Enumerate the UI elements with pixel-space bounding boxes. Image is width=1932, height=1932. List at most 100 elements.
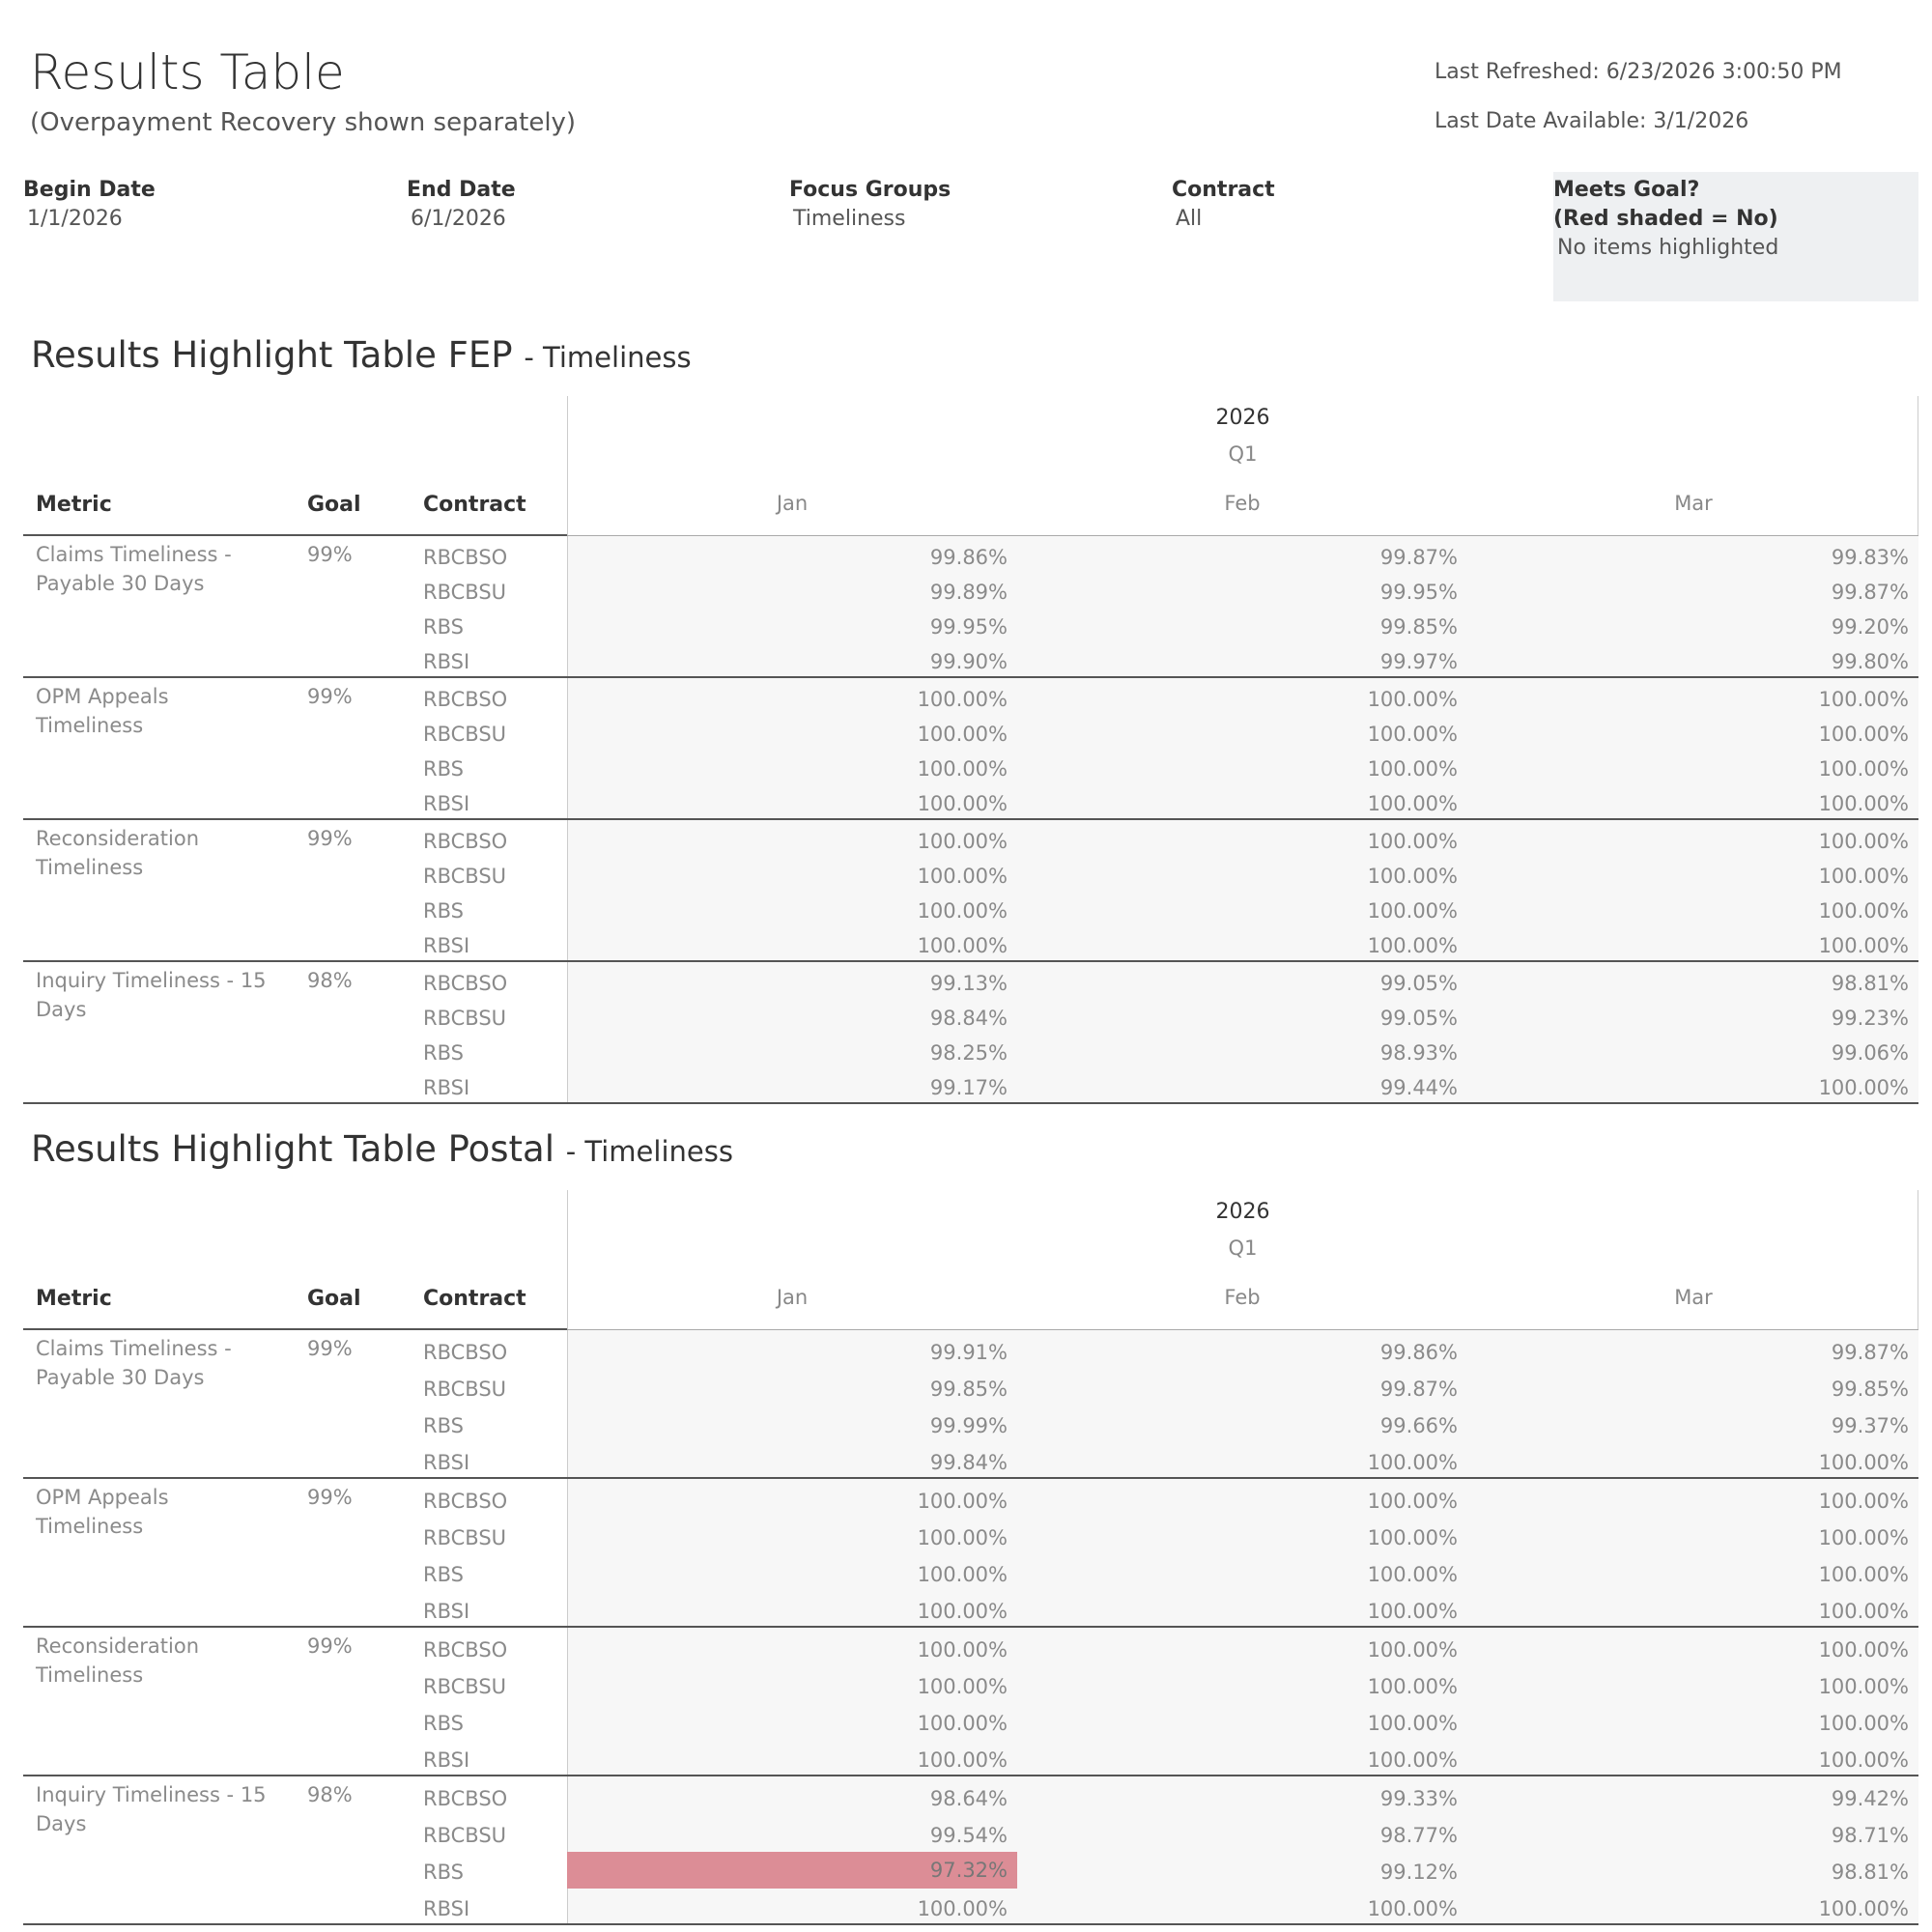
begin-date-filter[interactable]: Begin Date 1/1/2026 [23,176,156,234]
contract-cell[interactable]: RBSI [423,934,470,957]
contract-column-header[interactable]: Contract [423,493,526,517]
value-cell[interactable]: 100.00% [1367,1675,1458,1698]
end-date-filter[interactable]: End Date 6/1/2026 [407,176,516,234]
value-cell[interactable]: 99.86% [1379,1341,1458,1364]
value-cell[interactable]: 100.00% [917,1638,1008,1662]
focus-groups-filter[interactable]: Focus Groups Timeliness [789,176,951,234]
metric-name[interactable]: OPM Appeals Timeliness [36,685,169,737]
contract-filter[interactable]: Contract All [1172,176,1275,234]
contract-cell[interactable]: RBSI [423,1451,470,1474]
metric-name[interactable]: Claims Timeliness - Payable 30 Days [36,1337,232,1389]
value-cell[interactable]: 100.00% [1818,899,1909,923]
goal-column-header[interactable]: Goal [307,1287,361,1311]
value-cell[interactable]: 100.00% [1367,1712,1458,1735]
value-cell[interactable]: 99.91% [929,1341,1008,1364]
value-cell[interactable]: 100.00% [1818,1451,1909,1474]
value-cell[interactable]: 100.00% [1367,1451,1458,1474]
value-cell[interactable]: 100.00% [1367,830,1458,853]
contract-cell[interactable]: RBCBSO [423,1341,508,1364]
metric-name[interactable]: OPM Appeals Timeliness [36,1486,169,1538]
contract-filter-value[interactable]: All [1176,207,1203,231]
value-cell[interactable]: 98.71% [1831,1824,1909,1847]
contract-cell[interactable]: RBCBSU [423,723,507,746]
value-cell[interactable]: 99.17% [929,1076,1008,1099]
value-cell[interactable]: 99.83% [1831,546,1909,569]
value-cell[interactable]: 100.00% [1367,1490,1458,1513]
value-cell[interactable]: 99.13% [929,972,1008,995]
contract-cell[interactable]: RBS [423,899,464,923]
value-cell[interactable]: 99.85% [929,1378,1008,1401]
value-cell[interactable]: 99.95% [929,615,1008,639]
value-cell-below-goal[interactable]: 97.32% [567,1852,1017,1889]
end-date-value[interactable]: 6/1/2026 [411,207,506,231]
contract-cell[interactable]: RBCBSU [423,1526,507,1549]
value-cell[interactable]: 98.64% [929,1787,1008,1810]
contract-cell[interactable]: RBSI [423,792,470,815]
month-header-mar[interactable]: Mar [1674,492,1713,515]
value-cell[interactable]: 100.00% [917,1712,1008,1735]
value-cell[interactable]: 100.00% [1367,1638,1458,1662]
value-cell[interactable]: 100.00% [1367,1897,1458,1920]
contract-column-header[interactable]: Contract [423,1287,526,1311]
contract-cell[interactable]: RBCBSU [423,865,507,888]
value-cell[interactable]: 99.66% [1379,1414,1458,1437]
value-cell[interactable]: 99.12% [1379,1861,1458,1884]
value-cell[interactable]: 100.00% [917,1526,1008,1549]
value-cell[interactable]: 98.84% [929,1007,1008,1030]
value-cell[interactable]: 100.00% [1818,1490,1909,1513]
metric-name[interactable]: Inquiry Timeliness - 15 Days [36,1783,267,1835]
value-cell[interactable]: 100.00% [1367,865,1458,888]
value-cell[interactable]: 99.20% [1831,615,1909,639]
begin-date-value[interactable]: 1/1/2026 [27,207,123,231]
value-cell[interactable]: 100.00% [1818,934,1909,957]
value-cell[interactable]: 100.00% [917,688,1008,711]
contract-cell[interactable]: RBCBSO [423,1490,508,1513]
value-cell[interactable]: 100.00% [1818,1076,1909,1099]
value-cell[interactable]: 100.00% [1367,1600,1458,1623]
contract-cell[interactable]: RBCBSO [423,688,508,711]
value-cell[interactable]: 100.00% [917,723,1008,746]
value-cell[interactable]: 100.00% [1818,1600,1909,1623]
value-cell[interactable]: 100.00% [1367,792,1458,815]
contract-cell[interactable]: RBCBSO [423,546,508,569]
contract-cell[interactable]: RBSI [423,1897,470,1920]
contract-cell[interactable]: RBSI [423,1076,470,1099]
value-cell[interactable]: 100.00% [1818,1712,1909,1735]
value-cell[interactable]: 99.37% [1831,1414,1909,1437]
contract-cell[interactable]: RBS [423,1861,464,1884]
value-cell[interactable]: 98.25% [929,1041,1008,1065]
value-cell[interactable]: 99.44% [1379,1076,1458,1099]
value-cell[interactable]: 100.00% [1818,688,1909,711]
contract-cell[interactable]: RBCBSU [423,581,507,604]
value-cell[interactable]: 99.87% [1379,1378,1458,1401]
value-cell[interactable]: 100.00% [1818,830,1909,853]
metric-name[interactable]: Reconsideration Timeliness [36,1634,200,1687]
value-cell[interactable]: 98.81% [1831,1861,1909,1884]
month-header-feb[interactable]: Feb [1224,1286,1261,1309]
contract-cell[interactable]: RBCBSU [423,1007,507,1030]
contract-cell[interactable]: RBS [423,1712,464,1735]
contract-cell[interactable]: RBCBSU [423,1378,507,1401]
value-cell[interactable]: 100.00% [917,1490,1008,1513]
value-cell[interactable]: 99.99% [929,1414,1008,1437]
contract-cell[interactable]: RBCBSU [423,1675,507,1698]
contract-cell[interactable]: RBCBSO [423,1787,508,1810]
month-header-jan[interactable]: Jan [776,1286,809,1309]
contract-cell[interactable]: RBS [423,1041,464,1065]
value-cell[interactable]: 100.00% [917,1897,1008,1920]
value-cell[interactable]: 100.00% [1818,1526,1909,1549]
value-cell[interactable]: 98.93% [1379,1041,1458,1065]
value-cell[interactable]: 100.00% [1367,934,1458,957]
value-cell[interactable]: 100.00% [1367,723,1458,746]
value-cell[interactable]: 99.05% [1379,1007,1458,1030]
contract-cell[interactable]: RBSI [423,1748,470,1772]
value-cell[interactable]: 100.00% [1367,1526,1458,1549]
contract-cell[interactable]: RBS [423,757,464,781]
value-cell[interactable]: 100.00% [917,1600,1008,1623]
value-cell[interactable]: 100.00% [917,1563,1008,1586]
value-cell[interactable]: 99.85% [1831,1378,1909,1401]
value-cell[interactable]: 100.00% [1818,1675,1909,1698]
metric-name[interactable]: Claims Timeliness - Payable 30 Days [36,543,232,595]
contract-cell[interactable]: RBCBSO [423,972,508,995]
focus-groups-value[interactable]: Timeliness [793,207,906,231]
